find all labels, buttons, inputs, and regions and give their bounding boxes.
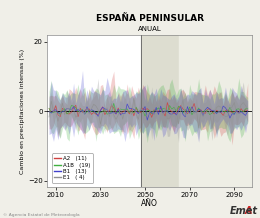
- Text: A: A: [245, 206, 252, 216]
- Bar: [179, 35, 252, 187]
- Text: Emet: Emet: [229, 206, 257, 216]
- X-axis label: AÑO: AÑO: [141, 199, 158, 208]
- Text: ANUAL: ANUAL: [138, 26, 161, 32]
- Bar: [141, 35, 179, 187]
- Y-axis label: Cambio en precipitaciones intensas (%): Cambio en precipitaciones intensas (%): [20, 49, 25, 174]
- Text: © Agencia Estatal de Meteorología: © Agencia Estatal de Meteorología: [3, 213, 79, 217]
- Legend: A2   (11), A1B   (19), B1   (13), E1   ( 4): A2 (11), A1B (19), B1 (13), E1 ( 4): [52, 153, 93, 183]
- Text: ESPAÑA PENINSULAR: ESPAÑA PENINSULAR: [95, 14, 204, 23]
